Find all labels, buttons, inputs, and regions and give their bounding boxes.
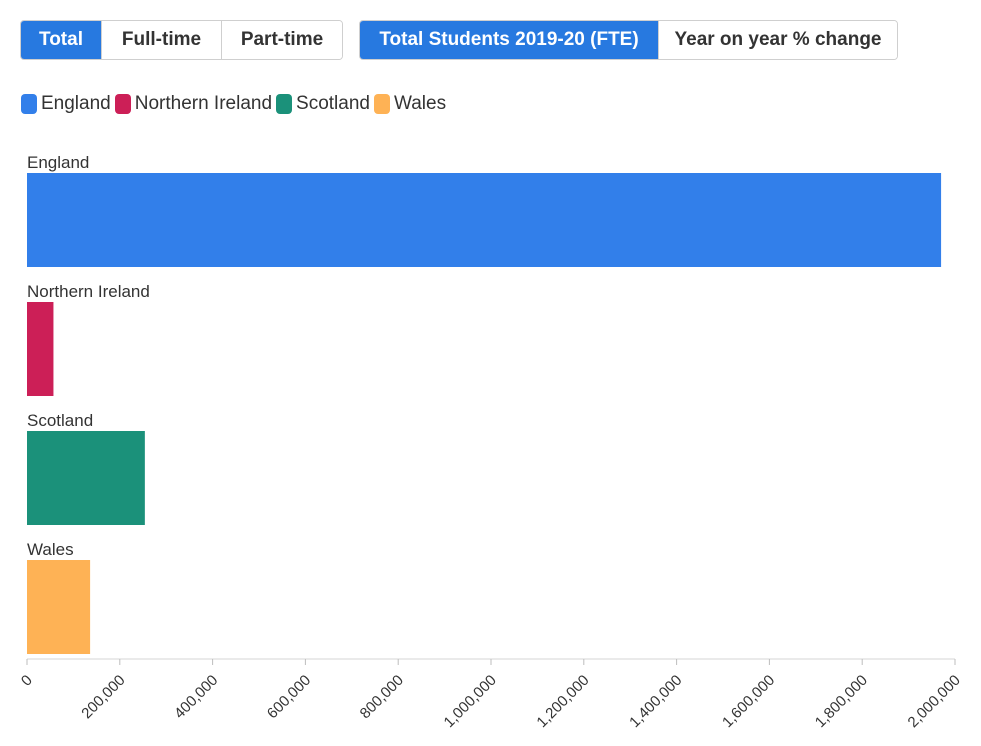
chart-legend: England Northern Ireland Scotland Wales bbox=[21, 93, 450, 115]
legend-swatch-england bbox=[21, 94, 37, 114]
metric-button-group: Total Students 2019-20 (FTE) Year on yea… bbox=[359, 20, 898, 60]
category-label-scotland: Scotland bbox=[27, 411, 93, 430]
category-label-northern-ireland: Northern Ireland bbox=[27, 282, 150, 301]
x-tick-label-8: 1,600,000 bbox=[719, 672, 778, 731]
bar-northern-ireland bbox=[27, 302, 54, 396]
category-label-england: England bbox=[27, 153, 89, 172]
x-tick-label-7: 1,400,000 bbox=[626, 672, 685, 731]
legend-label-england: England bbox=[41, 93, 111, 114]
legend-label-wales: Wales bbox=[393, 93, 447, 114]
legend-item-england[interactable]: England bbox=[21, 93, 111, 115]
x-tick-label-4: 800,000 bbox=[357, 672, 407, 722]
legend-swatch-scotland bbox=[276, 94, 293, 114]
legend-item-wales[interactable]: Wales bbox=[373, 93, 447, 115]
legend-swatch-northern-ireland bbox=[114, 94, 131, 114]
bar-wales bbox=[27, 560, 91, 654]
category-label-wales: Wales bbox=[27, 540, 74, 559]
part-time-button[interactable]: Part-time bbox=[221, 21, 342, 59]
mode-button-group: Total Full-time Part-time bbox=[20, 20, 343, 60]
legend-label-scotland: Scotland bbox=[296, 93, 370, 114]
legend-label-northern-ireland: Northern Ireland bbox=[134, 93, 273, 114]
x-tick-label-10: 2,000,000 bbox=[905, 672, 964, 731]
x-tick-label-9: 1,800,000 bbox=[812, 672, 871, 731]
x-tick-label-6: 1,200,000 bbox=[533, 672, 592, 731]
legend-swatch-wales bbox=[373, 94, 390, 114]
x-tick-label-2: 400,000 bbox=[171, 672, 221, 722]
x-tick-label-5: 1,000,000 bbox=[441, 672, 500, 731]
bar-england bbox=[27, 173, 942, 267]
legend-item-northern-ireland[interactable]: Northern Ireland bbox=[114, 93, 273, 115]
x-tick-label-3: 600,000 bbox=[264, 672, 314, 722]
year-on-year-change-button[interactable]: Year on year % change bbox=[658, 21, 897, 59]
total-button[interactable]: Total bbox=[21, 21, 101, 59]
bar-scotland bbox=[27, 431, 145, 525]
x-tick-label-0: 0 bbox=[18, 672, 36, 690]
full-time-button[interactable]: Full-time bbox=[101, 21, 221, 59]
legend-item-scotland[interactable]: Scotland bbox=[276, 93, 370, 115]
total-students-button[interactable]: Total Students 2019-20 (FTE) bbox=[360, 21, 658, 59]
x-tick-label-1: 200,000 bbox=[78, 672, 128, 722]
